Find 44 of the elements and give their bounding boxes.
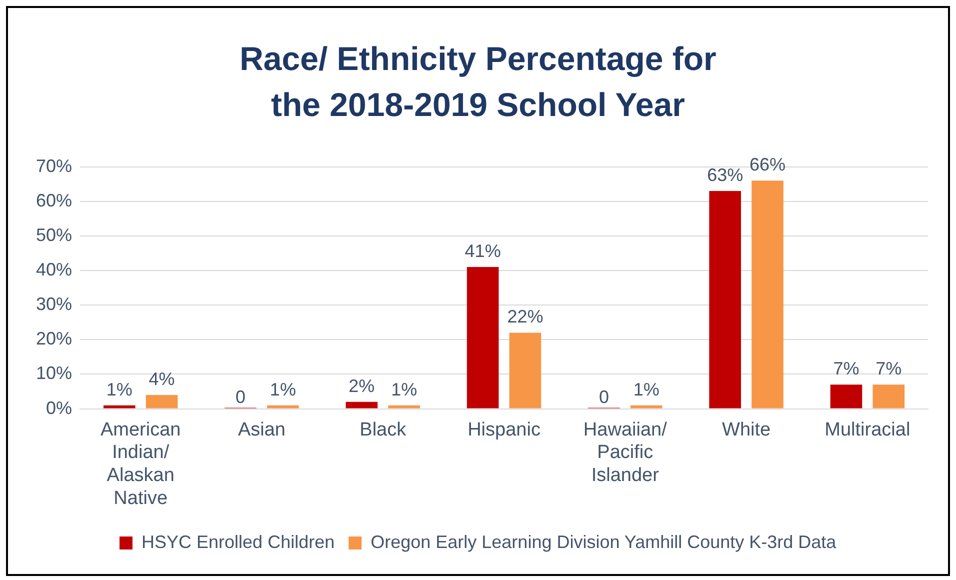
legend-label: Oregon Early Learning Division Yamhill County K-3rd Data	[370, 532, 838, 552]
legend-label: HSYC Enrolled Children	[142, 532, 335, 552]
data-label: 1%	[633, 379, 660, 400]
data-label: 7%	[833, 358, 860, 379]
bar	[146, 394, 178, 408]
x-tick-label: Hawaiian/ Pacific Islander	[583, 419, 668, 486]
data-label: 1%	[391, 379, 418, 400]
bar	[752, 180, 784, 408]
y-tick-label: 20%	[36, 328, 72, 349]
data-label: 0	[598, 386, 609, 407]
y-tick-label: 30%	[36, 294, 72, 314]
bar	[388, 405, 420, 408]
y-tick-label: 40%	[36, 259, 72, 280]
data-label: 66%	[749, 154, 786, 175]
bar	[267, 405, 299, 408]
data-label: 2%	[348, 376, 375, 396]
bar	[509, 332, 542, 408]
y-tick-label: 10%	[36, 363, 72, 384]
data-label: 63%	[707, 164, 744, 185]
x-tick-label: American Indian/ Alaskan Native	[100, 419, 181, 509]
y-tick-label: 0%	[46, 398, 72, 418]
x-tick-label: Multiracial	[824, 419, 910, 440]
data-label: 1%	[270, 379, 296, 400]
data-label: 4%	[148, 368, 175, 389]
x-tick-label: Black	[360, 419, 407, 440]
chart-title: Race/ Ethnicity Percentage for the 2018-2019 School Year	[238, 39, 718, 125]
bar	[709, 191, 741, 408]
data-label: 1%	[106, 379, 132, 400]
y-tick-label: 70%	[36, 156, 72, 176]
x-tick-label: Asian	[238, 419, 286, 440]
y-tick-label: 50%	[36, 224, 72, 245]
data-label: 22%	[507, 306, 544, 327]
bar	[830, 384, 862, 408]
data-label: 7%	[876, 358, 902, 379]
bar	[466, 267, 499, 408]
bar	[103, 405, 136, 408]
y-tick-label: 60%	[36, 190, 72, 210]
data-label: 0	[236, 386, 246, 407]
bar	[630, 405, 662, 408]
bar	[346, 402, 378, 408]
bar	[872, 384, 905, 408]
x-tick-label: Hispanic	[468, 419, 540, 440]
x-tick-label: White	[722, 419, 771, 440]
data-label: 41%	[464, 241, 501, 262]
